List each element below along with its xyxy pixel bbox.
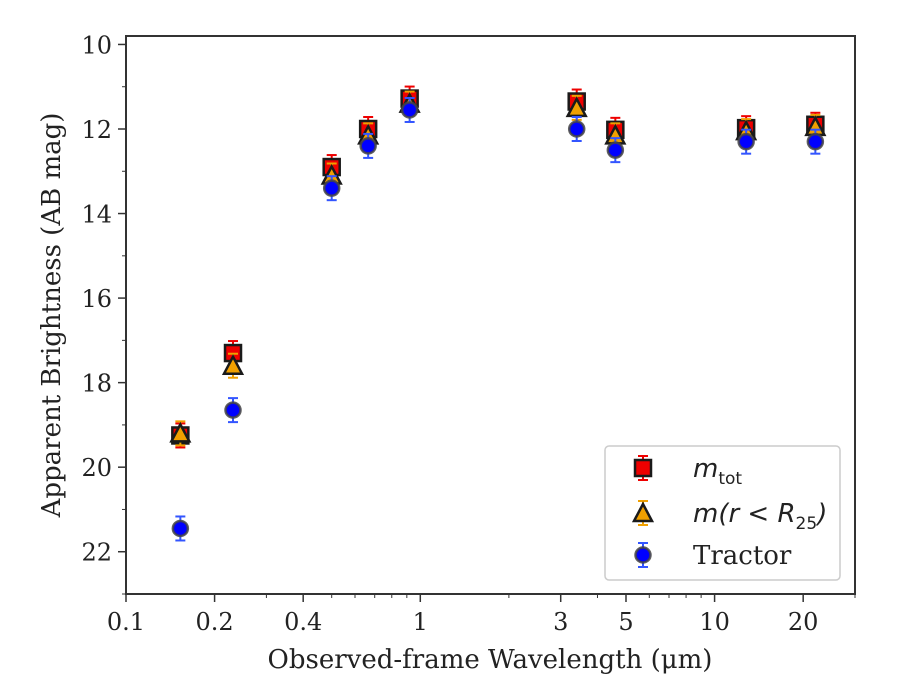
point-circle-2-7 <box>737 128 755 155</box>
point-circle-2-0 <box>171 515 190 542</box>
legend: mtot m(r < R25) Tractor <box>604 445 841 581</box>
y-axis-title: Apparent Brightness (AB mag) <box>37 113 67 519</box>
legend-box <box>604 445 841 581</box>
point-circle-2-1 <box>224 397 242 424</box>
y-tick-label: 20 <box>81 454 112 482</box>
point-triangle-1-0 <box>169 420 192 447</box>
point-circle-2-8 <box>806 128 825 155</box>
legend-marker-square <box>633 455 653 481</box>
y-tick-label: 10 <box>81 31 112 59</box>
point-circle-2-2 <box>322 175 341 202</box>
x-tick-label: 20 <box>788 608 819 636</box>
legend-label: mtot <box>693 454 742 489</box>
x-tick-label: 1 <box>413 608 428 636</box>
y-tick-label: 12 <box>81 116 112 144</box>
y-tick-label: 14 <box>81 201 112 229</box>
y-tick-label: 16 <box>81 285 112 313</box>
point-triangle-1-1 <box>221 352 245 379</box>
x-tick-label: 5 <box>618 608 633 636</box>
x-tick-label: 3 <box>553 608 568 636</box>
x-tick-label: 10 <box>699 608 730 636</box>
point-circle-2-5 <box>567 116 586 142</box>
point-triangle-1-5 <box>565 94 588 121</box>
x-tick-label: 0.1 <box>107 608 145 636</box>
y-axis: 10 12 14 16 18 20 22 <box>81 31 126 595</box>
y-tick-label: 18 <box>81 370 112 398</box>
x-tick-label: 0.2 <box>196 608 234 636</box>
legend-marker-circle <box>634 542 652 568</box>
data-marks <box>169 85 827 542</box>
x-axis: 0.1 0.2 0.4 1 3 5 10 20 <box>107 594 856 636</box>
x-axis-title: Observed-frame Wavelength (μm) <box>268 645 713 675</box>
y-tick-label: 22 <box>81 539 112 567</box>
point-circle-2-3 <box>359 132 377 159</box>
point-circle-2-4 <box>400 96 419 123</box>
legend-marker-triangle <box>631 500 655 526</box>
point-circle-2-6 <box>606 137 625 164</box>
legend-label: Tractor <box>693 541 792 571</box>
x-tick-label: 0.4 <box>284 608 322 636</box>
legend-label: m(r < R25) <box>693 499 827 534</box>
